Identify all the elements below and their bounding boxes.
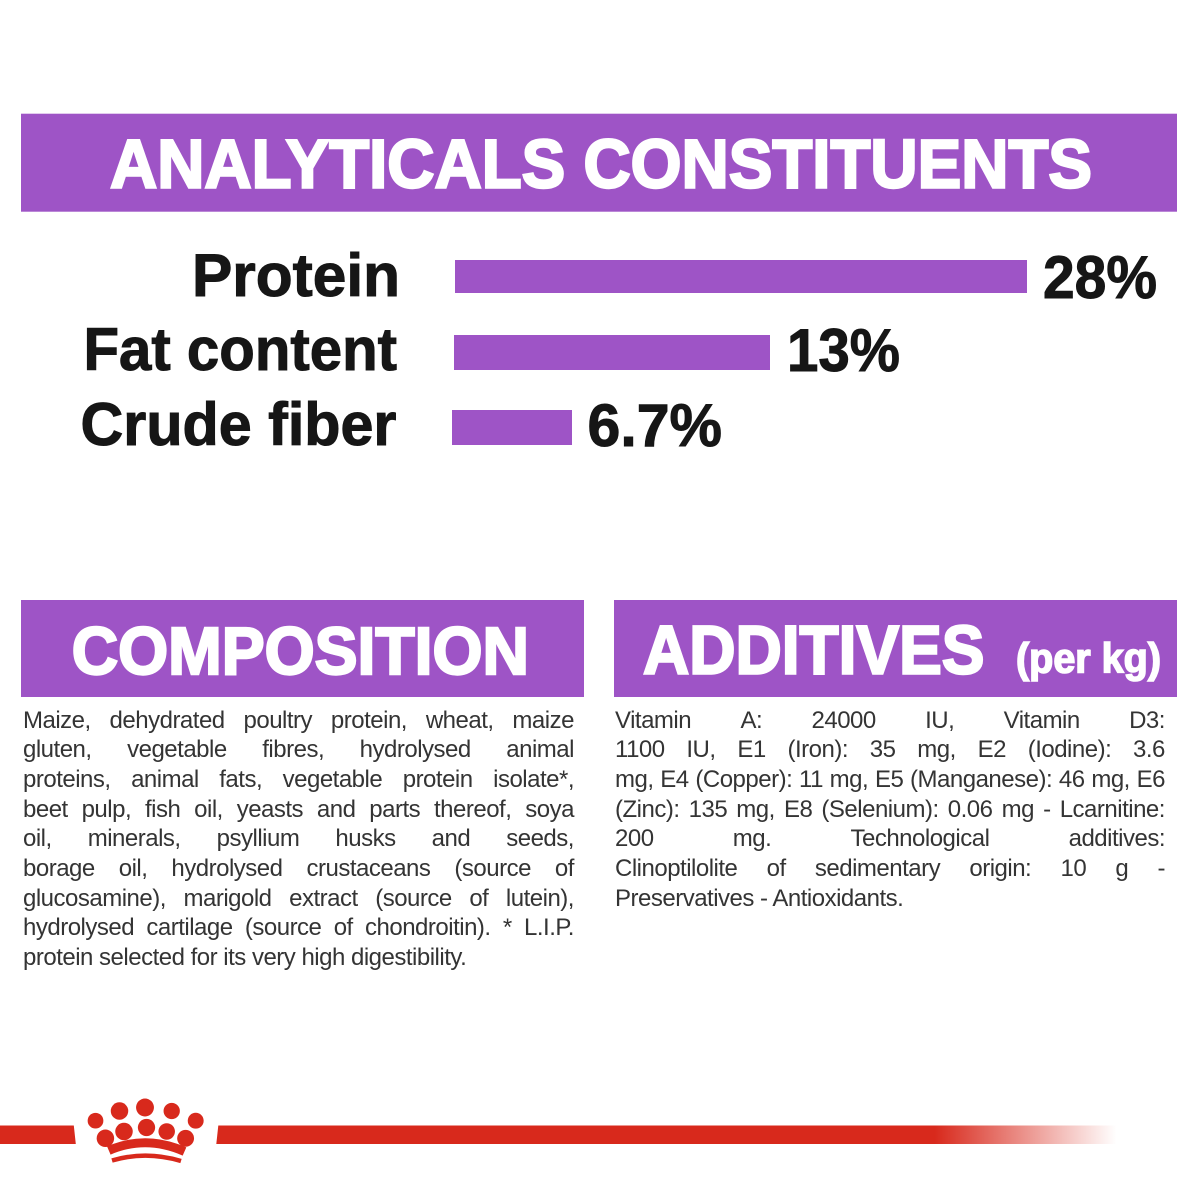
svg-text:28%: 28% <box>1043 243 1157 311</box>
svg-text:13%: 13% <box>787 316 900 384</box>
svg-text:ADDITIVES: ADDITIVES <box>643 612 985 689</box>
svg-text:Fat content: Fat content <box>84 315 398 383</box>
svg-text:Protein: Protein <box>192 241 400 309</box>
svg-text:6.7%: 6.7% <box>588 391 723 459</box>
svg-text:COMPOSITION: COMPOSITION <box>72 614 529 689</box>
svg-text:ANALYTICALS CONSTITUENTS: ANALYTICALS CONSTITUENTS <box>110 126 1092 203</box>
svg-text:(per kg): (per kg) <box>1016 635 1161 682</box>
svg-text:Crude fiber: Crude fiber <box>81 390 397 458</box>
